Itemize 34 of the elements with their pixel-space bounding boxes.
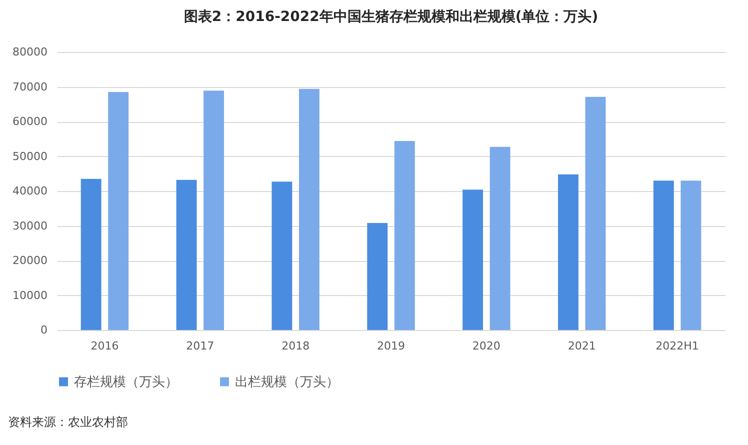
bar: [558, 174, 578, 330]
y-tick-label: 60000: [12, 115, 48, 128]
x-tick-label: 2018: [282, 340, 310, 352]
y-tick-label: 0: [40, 324, 48, 336]
y-tick-label: 80000: [12, 46, 48, 58]
bar: [204, 90, 224, 330]
y-tick-label: 20000: [12, 254, 48, 267]
chart-title: 图表2：2016-2022年中国生猪存栏规模和出栏规模(单位：万头): [184, 9, 598, 25]
x-tick-label: 2016: [90, 340, 119, 352]
y-tick-label: 50000: [12, 150, 48, 163]
bar: [394, 140, 415, 330]
bar: [680, 180, 702, 330]
bar: [80, 178, 102, 330]
y-tick-label: 70000: [12, 80, 48, 94]
bar: [272, 182, 292, 330]
text: 资料来源：农业农村部: [8, 414, 128, 431]
x-tick-label: 2022H1: [656, 340, 699, 352]
y-tick-label: 10000: [12, 288, 48, 302]
bar: [585, 96, 606, 330]
x-tick-label: 2020: [472, 340, 500, 352]
bar: [108, 92, 129, 330]
y-tick-label: 40000: [12, 184, 48, 198]
bar: [176, 180, 197, 330]
bar: [490, 146, 510, 330]
bar: [298, 88, 320, 330]
bar: [462, 190, 484, 330]
x-tick-label: 2021: [568, 340, 596, 352]
x-tick-label: 2017: [186, 340, 214, 352]
legend-label: 存栏规模（万头）: [74, 374, 178, 390]
y-tick-label: 30000: [12, 219, 48, 232]
bar: [367, 222, 388, 330]
bar: [653, 180, 674, 330]
legend-label: 出栏规模（万头）: [235, 374, 339, 390]
x-tick-label: 2019: [377, 340, 405, 352]
